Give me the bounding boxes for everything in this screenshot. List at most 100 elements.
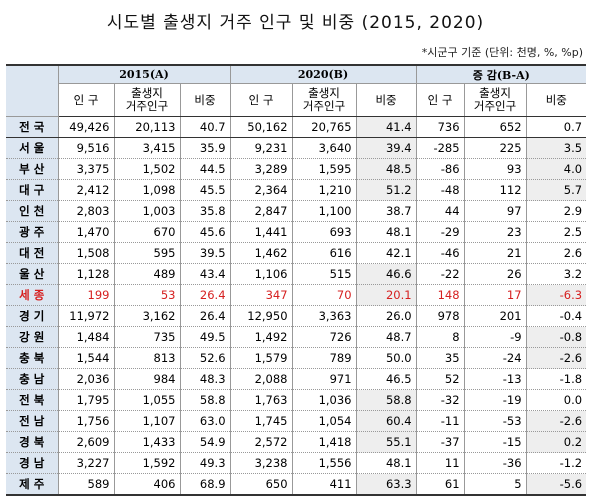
- data-row: 대 구 2,412 1,098 45.5 2,364 1,210 51.2 -48 112 5.7: [6, 179, 587, 201]
- data-row: 충 남 2,036 984 48.3 2,088 971 46.5 52 -13 -1.8: [6, 368, 587, 390]
- value-cell: 9,231: [229, 137, 293, 159]
- data-row: 서 울 9,516 3,415 35.9 9,231 3,640 39.4 -285 225 3.…: [6, 137, 587, 159]
- value-cell: 2,364: [229, 179, 293, 201]
- value-cell: -285: [415, 137, 465, 159]
- value-cell: -0.4: [525, 305, 587, 327]
- value-cell: 1,544: [57, 347, 114, 369]
- value-cell: 693: [291, 221, 357, 243]
- value-cell: -24: [463, 347, 527, 369]
- data-row: 경 기 11,972 3,162 26.4 12,950 3,363 26.0 978 201-…: [6, 305, 587, 327]
- value-cell: 53: [113, 284, 180, 306]
- value-cell: 489: [113, 263, 180, 285]
- value-cell: 26.4: [179, 305, 231, 327]
- value-cell: 3,640: [291, 137, 357, 159]
- value-cell: 39.5: [179, 242, 231, 264]
- value-cell: 50.0: [355, 347, 417, 369]
- value-cell: 984: [113, 368, 180, 390]
- value-cell: -19: [463, 389, 527, 411]
- value-cell: 1,756: [57, 410, 114, 432]
- value-cell: -0.8: [525, 326, 587, 348]
- value-cell: -2.6: [525, 347, 587, 369]
- value-cell: 12,950: [229, 305, 293, 327]
- value-cell: 26.0: [355, 305, 417, 327]
- value-cell: -86: [415, 158, 465, 180]
- value-cell: 813: [113, 347, 180, 369]
- sub-header-row: 인 구 출생지 거주인구 비중 인 구 출생지 거주인구 비중 인 구 출생지 거주인구 비중: [6, 83, 587, 117]
- data-row: 대 전 1,508 595 39.5 1,462 616 42.1 -46 21 2.6: [6, 242, 587, 264]
- value-cell: 1,441: [229, 221, 293, 243]
- region-cell: 강 원: [6, 326, 58, 348]
- value-cell: 1,763: [229, 389, 293, 411]
- region-cell: 서 울: [6, 137, 58, 159]
- value-cell: 50,162: [229, 116, 293, 138]
- value-cell: 45.6: [179, 221, 231, 243]
- group-header-row: 2015(A) 2020(B) 증 감(B-A): [6, 64, 587, 117]
- value-cell: 51.2: [355, 179, 417, 201]
- sub-header: 인 구: [415, 83, 465, 117]
- value-cell: 21: [463, 242, 527, 264]
- value-cell: 0.2: [525, 431, 587, 453]
- value-cell: 4.0: [525, 158, 587, 180]
- sub-header: 비중: [355, 83, 417, 117]
- value-cell: -22: [415, 263, 465, 285]
- data-row: 전 북 1,795 1,055 58.8 1,763 1,036 58.8 -32 -19 0.0: [6, 389, 587, 411]
- value-cell: 45.5: [179, 179, 231, 201]
- region-cell: 세 종: [6, 284, 58, 306]
- value-cell: 978: [415, 305, 465, 327]
- value-cell: 1,055: [113, 389, 180, 411]
- value-cell: 595: [113, 242, 180, 264]
- value-cell: 1,556: [291, 452, 357, 474]
- value-cell: 35: [415, 347, 465, 369]
- value-cell: 41.4: [355, 116, 417, 138]
- value-cell: 1,210: [291, 179, 357, 201]
- value-cell: 199: [57, 284, 114, 306]
- value-cell: 68.9: [179, 473, 231, 496]
- value-cell: 48.5: [355, 158, 417, 180]
- sub-header: 인 구: [229, 83, 293, 117]
- data-row: 강 원 1,484 735 49.5 1,492 726 48.7 8 -9 -0.8: [6, 326, 587, 348]
- value-cell: 52: [415, 368, 465, 390]
- value-cell: 42.1: [355, 242, 417, 264]
- value-cell: 1,484: [57, 326, 114, 348]
- value-cell: 1,595: [291, 158, 357, 180]
- value-cell: 1,418: [291, 431, 357, 453]
- value-cell: -46: [415, 242, 465, 264]
- value-cell: 48.3: [179, 368, 231, 390]
- value-cell: 93: [463, 158, 527, 180]
- value-cell: 1,107: [113, 410, 180, 432]
- sub-header: 비중: [525, 83, 587, 117]
- value-cell: 971: [291, 368, 357, 390]
- value-cell: 789: [291, 347, 357, 369]
- value-cell: 616: [291, 242, 357, 264]
- value-cell: 3,227: [57, 452, 114, 474]
- value-cell: -1.8: [525, 368, 587, 390]
- value-cell: 1,579: [229, 347, 293, 369]
- value-cell: 39.4: [355, 137, 417, 159]
- group-header: 2015(A): [57, 64, 231, 84]
- page: 시도별 출생지 거주 인구 및 비중 (2015, 2020) *시군구 기준 …: [6, 13, 587, 496]
- value-cell: 97: [463, 200, 527, 222]
- value-cell: 43.4: [179, 263, 231, 285]
- data-row: 경 남 3,227 1,592 49.3 3,238 1,556 48.1 11 -36 -1.2: [6, 452, 587, 474]
- sub-header: 비중: [179, 83, 231, 117]
- value-cell: 1,470: [57, 221, 114, 243]
- value-cell: 1,508: [57, 242, 114, 264]
- value-cell: 48.1: [355, 452, 417, 474]
- value-cell: 2,572: [229, 431, 293, 453]
- value-cell: 652: [463, 116, 527, 138]
- value-cell: 49,426: [57, 116, 114, 138]
- value-cell: 2.5: [525, 221, 587, 243]
- value-cell: 2,847: [229, 200, 293, 222]
- value-cell: 736: [415, 116, 465, 138]
- value-cell: 49.5: [179, 326, 231, 348]
- value-cell: 3.5: [525, 137, 587, 159]
- value-cell: 5.7: [525, 179, 587, 201]
- value-cell: 2,609: [57, 431, 114, 453]
- value-cell: -5.6: [525, 473, 587, 496]
- sub-header: 출생지 거주인구: [463, 83, 527, 117]
- value-cell: 0.0: [525, 389, 587, 411]
- value-cell: 35.8: [179, 200, 231, 222]
- region-cell: 부 산: [6, 158, 58, 180]
- region-cell: 충 남: [6, 368, 58, 390]
- region-cell: 대 전: [6, 242, 58, 264]
